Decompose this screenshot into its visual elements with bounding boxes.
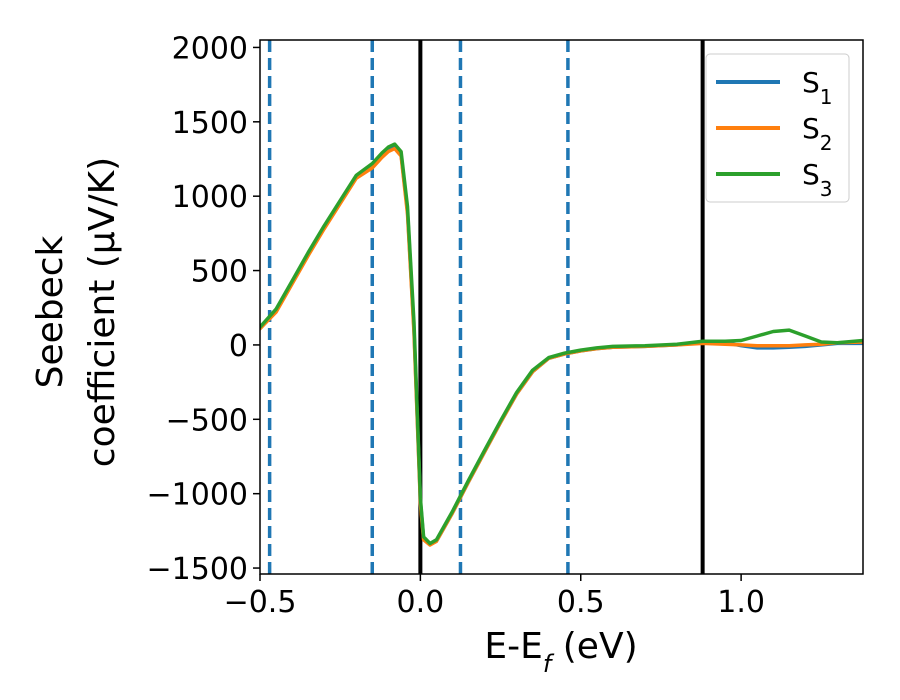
x-tick-label: 1.0 (717, 585, 765, 620)
series-lines (260, 142, 863, 547)
y-tick-label: 500 (191, 255, 248, 290)
x-axis-label: E-Ef (eV) (484, 626, 637, 678)
y-axis-label-line-1: Seebeck (30, 235, 71, 388)
plot-frame (259, 39, 864, 575)
y-tick-label: −1000 (147, 478, 248, 513)
y-tick-label: 0 (229, 329, 248, 364)
legend-label-S1: S1 (802, 66, 833, 109)
y-tick-label: −500 (166, 403, 248, 438)
y-tick-label: 1000 (172, 180, 248, 215)
x-tick-label: 0.5 (557, 585, 605, 620)
y-axis-ticks: −1500 −1000 −500 0 500 1000 1500 2000 (147, 31, 260, 587)
y-tick-label: −1500 (147, 552, 248, 587)
y-tick-label: 1500 (172, 106, 248, 141)
x-axis-ticks: −0.5 0.0 0.5 1.0 (224, 574, 765, 620)
x-tick-label: −0.5 (224, 585, 297, 620)
y-axis-label: Seebeck coefficient (μV/K) (30, 157, 123, 467)
series-line-S3 (260, 142, 863, 546)
y-axis-label-line-2: coefficient (μV/K) (82, 157, 123, 467)
legend-label-S2: S2 (802, 112, 833, 155)
x-tick-label: 0.0 (397, 585, 445, 620)
legend-label-S3: S3 (802, 158, 833, 201)
y-tick-label: 2000 (172, 31, 248, 66)
